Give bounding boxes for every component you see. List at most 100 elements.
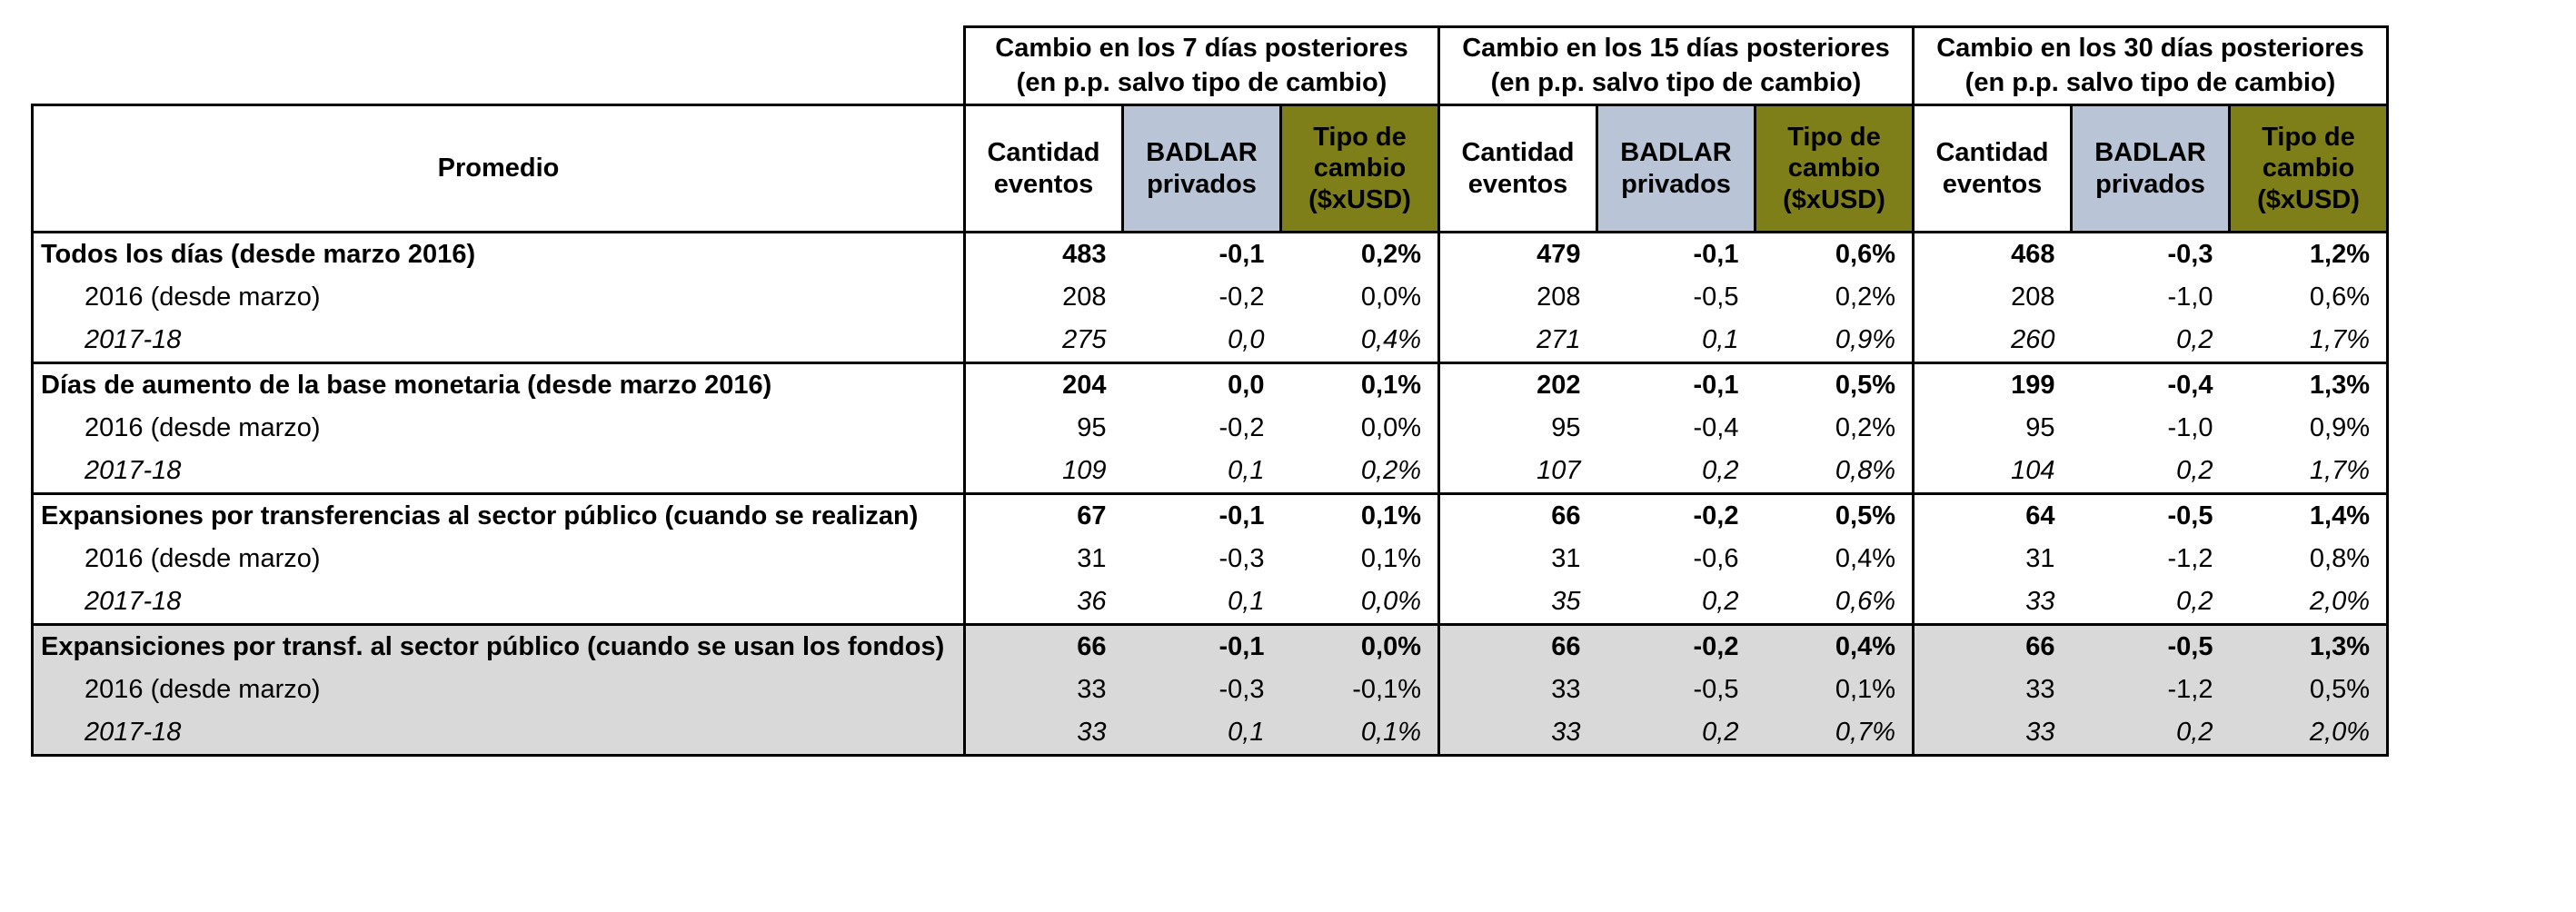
table-cell: 31 xyxy=(963,537,1123,581)
col-header-badlar-privados: BADLAR privados xyxy=(1596,104,1756,233)
table-row: 2017-18 33 0,1 0,1% 33 0,2 0,7% 33 0,2 2,0% xyxy=(31,711,2389,757)
table-cell: 202 xyxy=(1437,362,1597,407)
table-cell: 66 xyxy=(1437,493,1597,538)
table-cell: 0,0% xyxy=(1360,283,1421,312)
table-cell: 0,0 xyxy=(1122,319,1281,364)
table-cell: -0,1 xyxy=(1693,239,1739,269)
table-cell: 67 xyxy=(963,493,1123,538)
col-group-label-line: (en p.p. salvo tipo de cambio) xyxy=(1964,67,2336,97)
table-cell: 0,5% xyxy=(1835,370,1895,400)
table-cell: 479 xyxy=(1437,232,1597,276)
table-cell: -0,2 xyxy=(1218,413,1265,442)
table-cell: 0,1 xyxy=(1596,319,1755,364)
table-row: 2016 (desde marzo) 33 -0,3 -0,1% 33 -0,5 0,1% 3… xyxy=(31,668,2389,712)
table-cell: 0,1% xyxy=(1360,370,1421,400)
table-cell: 1,7% xyxy=(2229,319,2389,364)
table-cell: 483 xyxy=(963,232,1123,276)
table-row: Días de aumento de la base monetaria (de… xyxy=(31,362,2389,407)
table-row: 2017-18 275 0,0 0,4% 271 0,1 0,9% 260 0,2 1,7% xyxy=(31,319,2389,364)
table-cell: 0,2% xyxy=(1360,239,1421,269)
table-cell: 468 xyxy=(1912,232,2072,276)
row-label: 2017-18 xyxy=(31,580,965,626)
table-cell: 104 xyxy=(1912,450,2072,495)
table-cell: 0,0% xyxy=(1280,580,1439,626)
table-cell: -0,1 xyxy=(1218,501,1265,530)
header-row-subcolumns: Promedio Cantidad eventos BADLAR privado… xyxy=(31,104,2389,233)
table-cell: -0,5 xyxy=(2071,624,2230,669)
table-cell: 33 xyxy=(1912,668,2072,712)
table-row: Expansiciones por transf. al sector públ… xyxy=(31,624,2389,669)
col-header-tipo-de-cambio: Tipo de cambio ($xUSD) xyxy=(1754,104,1915,233)
table-header: Cambio en los 7 días posteriores (en p.p… xyxy=(31,25,2389,233)
table-cell: 0,1% xyxy=(1280,711,1439,757)
table-cell: 2,0% xyxy=(2229,711,2389,757)
table-cell: -0,2 xyxy=(1596,624,1755,669)
table-cell: 66 xyxy=(1437,624,1597,669)
col-group-15-dias: Cambio en los 15 días posteriores (en p.… xyxy=(1437,25,1915,106)
row-header-promedio: Promedio xyxy=(31,104,966,233)
table-cell: -0,1 xyxy=(1693,370,1739,400)
table-row: 2016 (desde marzo) 31 -0,3 0,1% 31 -0,6 0,4% 31… xyxy=(31,537,2389,581)
table-cell: 0,0 xyxy=(1228,370,1265,400)
table-cell: -0,1 xyxy=(1218,239,1265,269)
table-cell: 66 xyxy=(1912,624,2072,669)
table-cell: 0,8% xyxy=(2229,537,2389,581)
row-label: 2016 (desde marzo) xyxy=(31,406,965,451)
col-header-badlar-privados: BADLAR privados xyxy=(1121,104,1282,233)
table-cell: 107 xyxy=(1437,450,1597,495)
table-cell: 1,7% xyxy=(2229,450,2389,495)
table-cell: 33 xyxy=(1912,580,2072,626)
table-cell: 0,1 xyxy=(1122,711,1281,757)
col-group-30-dias: Cambio en los 30 días posteriores (en p.… xyxy=(1912,25,2389,106)
table-row: 2016 (desde marzo) 208 -0,2 0,0% 208 -0,5 0,2%… xyxy=(31,275,2389,320)
table-cell: -0,3 xyxy=(1122,668,1281,712)
table-cell: 0,4% xyxy=(1835,544,1895,573)
table-cell: -0,1% xyxy=(1280,668,1439,712)
col-header-tipo-de-cambio: Tipo de cambio ($xUSD) xyxy=(2228,104,2389,233)
table-cell: 0,5% xyxy=(2229,668,2389,712)
row-label: Expansiones por transferencias al sector… xyxy=(31,493,965,538)
table-cell: 1,3% xyxy=(2229,362,2389,407)
table-cell: 199 xyxy=(1912,362,2072,407)
table-cell: 0,2 xyxy=(2071,580,2230,626)
table-cell: 2,0% xyxy=(2229,580,2389,626)
table-cell: 0,2 xyxy=(2071,450,2230,495)
header-row-groups: Cambio en los 7 días posteriores (en p.p… xyxy=(32,25,2389,106)
table-cell: -0,3 xyxy=(2167,239,2213,269)
table-cell: 260 xyxy=(1912,319,2072,364)
table-cell: 0,1 xyxy=(1122,450,1281,495)
table-cell: 0,6% xyxy=(2229,275,2389,320)
col-group-label-line: (en p.p. salvo tipo de cambio) xyxy=(1490,67,1862,97)
row-label: 2016 (desde marzo) xyxy=(31,537,965,581)
table-cell: 0,7% xyxy=(1755,711,1914,757)
table-cell: 95 xyxy=(1912,406,2072,451)
table-cell: -0,3 xyxy=(1218,544,1265,573)
row-label: 2017-18 xyxy=(31,450,965,495)
table-cell: 95 xyxy=(963,406,1123,451)
table-cell: 109 xyxy=(963,450,1123,495)
table-cell: -1,2 xyxy=(2167,544,2213,573)
table-cell: 0,6% xyxy=(1835,239,1895,269)
col-group-7-dias: Cambio en los 7 días posteriores (en p.p… xyxy=(963,25,1440,106)
col-group-label-line: Cambio en los 30 días posteriores xyxy=(1936,33,2364,63)
table-cell: 0,1 xyxy=(1122,580,1281,626)
table-cell: 31 xyxy=(1437,537,1597,581)
table-cell: 0,1% xyxy=(1360,501,1421,530)
table-cell: 95 xyxy=(1437,406,1597,451)
col-header-tipo-de-cambio: Tipo de cambio ($xUSD) xyxy=(1279,104,1440,233)
table-cell: 0,8% xyxy=(1755,450,1914,495)
col-header-cantidad-eventos: Cantidad eventos xyxy=(1912,104,2073,233)
table-cell: -0,4 xyxy=(2167,370,2213,400)
table-row: 2016 (desde marzo) 95 -0,2 0,0% 95 -0,4 0,2% 95… xyxy=(31,406,2389,451)
table-cell: 33 xyxy=(1912,711,2072,757)
table-cell: 33 xyxy=(1437,668,1597,712)
table-cell: -0,2 xyxy=(1693,501,1739,530)
row-label: 2017-18 xyxy=(31,711,965,757)
table-cell: 0,2 xyxy=(1596,450,1755,495)
table-cell: 0,2 xyxy=(1596,711,1755,757)
table-cell: -0,1 xyxy=(1122,624,1281,669)
table-cell: -1,0 xyxy=(2167,413,2213,442)
table-row: 2017-18 109 0,1 0,2% 107 0,2 0,8% 104 0,2 1,7% xyxy=(31,450,2389,495)
table-cell: -1,2 xyxy=(2071,668,2230,712)
col-header-cantidad-eventos: Cantidad eventos xyxy=(1437,104,1598,233)
